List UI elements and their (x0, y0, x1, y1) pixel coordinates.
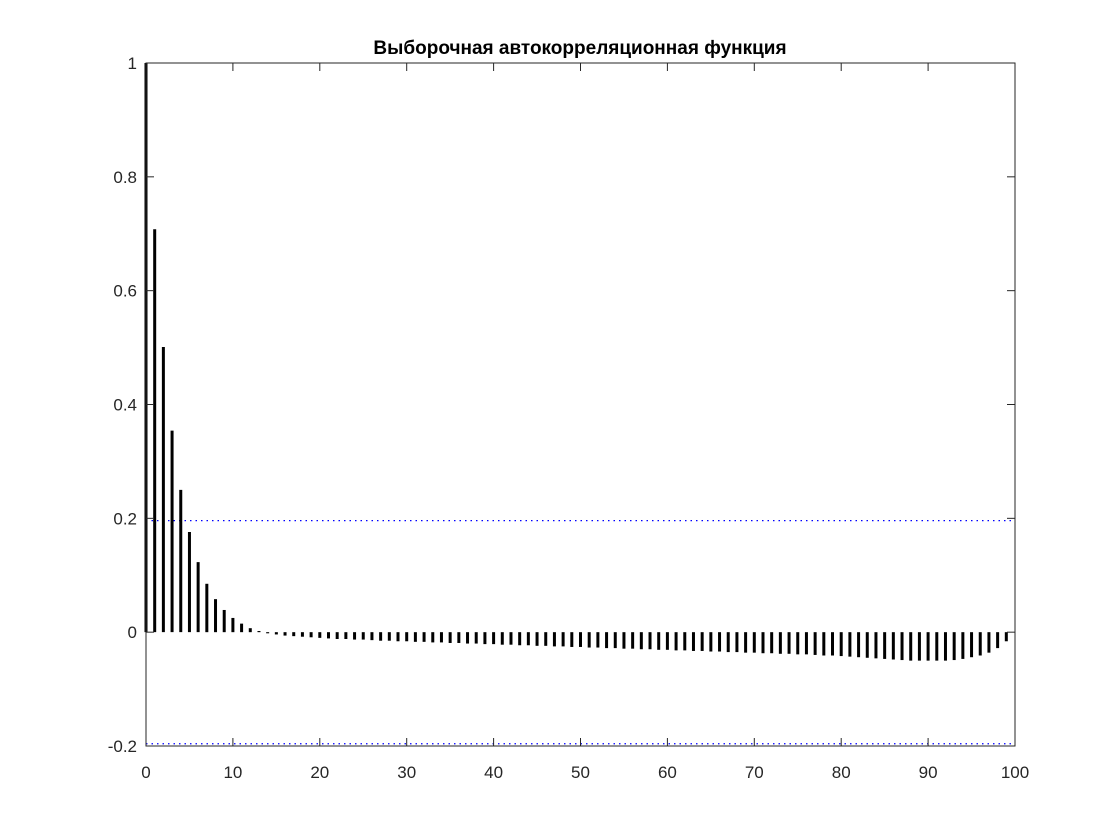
chart-title: Выборочная автокорреляционная функция (373, 38, 786, 59)
x-tick-label-20: 20 (310, 763, 329, 782)
y-tick-label-3: 0.4 (113, 396, 137, 415)
x-tick-label-30: 30 (397, 763, 416, 782)
x-tick-label-70: 70 (745, 763, 764, 782)
stem-series (144, 63, 1008, 661)
x-tick-label-60: 60 (658, 763, 677, 782)
x-tick-label-40: 40 (484, 763, 503, 782)
y-tick-label-6: 1 (128, 54, 137, 73)
x-tick-label-80: 80 (832, 763, 851, 782)
y-tick-label-5: 0.8 (113, 168, 137, 187)
y-tick-label-1: 0 (128, 623, 137, 642)
x-tick-label-100: 100 (1001, 763, 1029, 782)
x-axis-ticks: 0 10 20 30 40 50 60 70 80 90 100 (141, 63, 1029, 782)
y-tick-label-4: 0.6 (113, 282, 137, 301)
x-tick-label-0: 0 (141, 763, 150, 782)
x-tick-label-90: 90 (919, 763, 938, 782)
x-tick-label-50: 50 (571, 763, 590, 782)
x-tick-label-10: 10 (223, 763, 242, 782)
y-axis-ticks: -0.2 0 0.2 0.4 0.6 0.8 1 (108, 54, 1015, 756)
y-tick-label-0: -0.2 (108, 737, 137, 756)
y-tick-label-2: 0.2 (113, 509, 137, 528)
